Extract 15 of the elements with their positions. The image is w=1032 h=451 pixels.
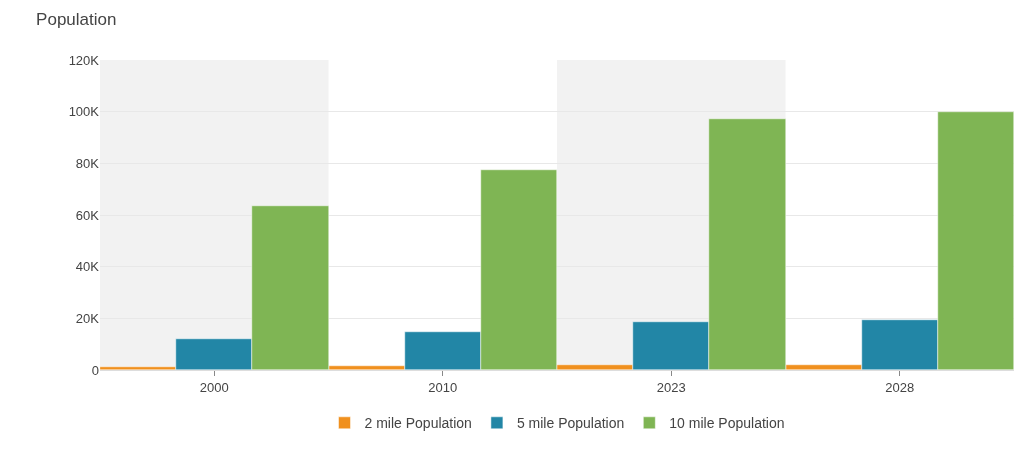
y-tick-label: 20K bbox=[75, 310, 100, 326]
x-tick-label: 2000 bbox=[199, 379, 229, 395]
legend-label: 10 mile Population bbox=[669, 415, 785, 432]
y-tick-label: 80K bbox=[75, 155, 100, 171]
y-tick-label: 100K bbox=[68, 104, 100, 120]
chart-title: Population bbox=[36, 10, 117, 30]
x-tick-label: 2028 bbox=[885, 379, 915, 395]
x-tick-label: 2023 bbox=[656, 379, 686, 395]
x-tick-label: 2010 bbox=[428, 379, 458, 395]
legend-label: 2 mile Population bbox=[364, 415, 472, 432]
legend-label: 5 mile Population bbox=[516, 415, 625, 432]
y-tick-label: 120K bbox=[68, 52, 100, 68]
y-tick-label: 60K bbox=[75, 207, 100, 223]
y-tick-label: 40K bbox=[75, 259, 100, 275]
y-tick-label: 0 bbox=[91, 362, 99, 378]
